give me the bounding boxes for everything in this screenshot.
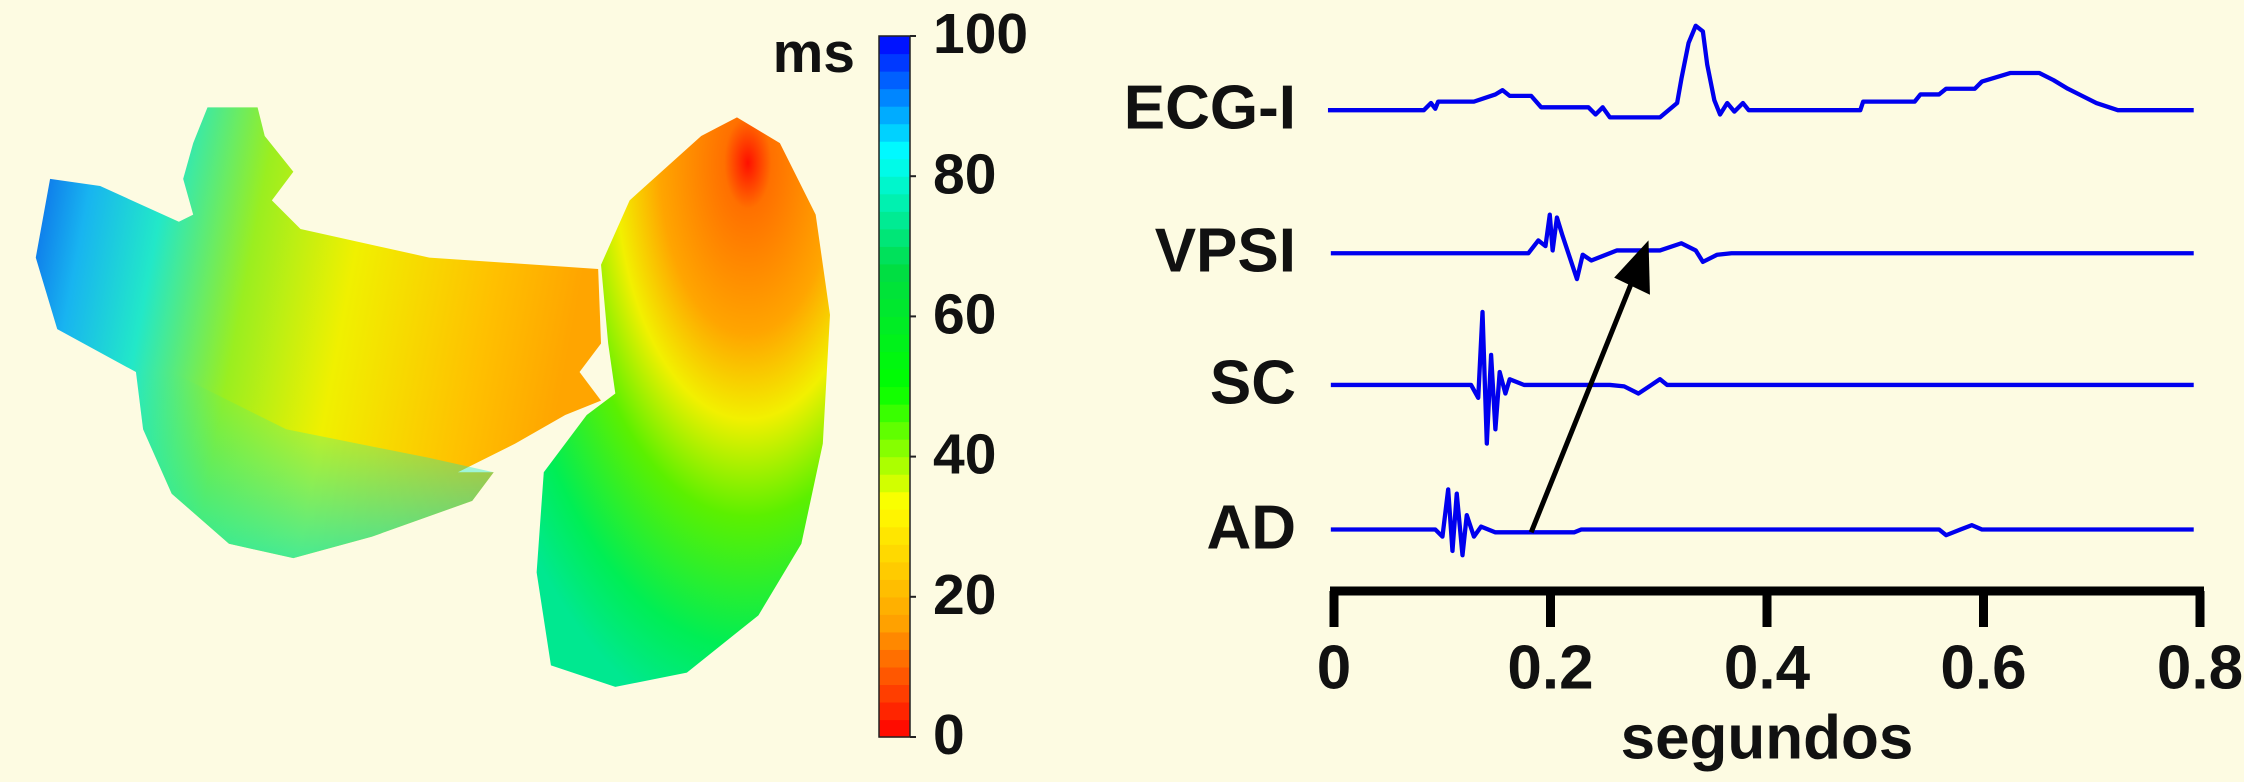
colorbar-band <box>879 158 910 177</box>
trace-label: SC <box>1210 348 1296 417</box>
arrow-shaft <box>1528 282 1634 534</box>
colorbar-band <box>879 141 910 160</box>
trace-ad <box>1330 487 2194 558</box>
colorbar-band <box>879 36 910 55</box>
colorbar-band <box>879 193 910 212</box>
activation-map <box>35 107 830 687</box>
colorbar-tick-label: 20 <box>933 563 996 627</box>
colorbar-band <box>879 351 910 370</box>
colorbar-band <box>879 404 910 423</box>
traces <box>1327 23 2194 558</box>
x-tick-label: 0 <box>1317 633 1351 702</box>
colorbar-band <box>879 228 910 247</box>
colorbar-band <box>879 649 910 668</box>
colorbar-band <box>879 526 910 545</box>
arrow-head <box>1614 240 1650 295</box>
colorbar-band <box>879 491 910 510</box>
colorbar-label: ms <box>773 21 855 85</box>
colorbar-band <box>879 298 910 317</box>
left-atrium-shade <box>135 372 494 559</box>
colorbar-tick-label: 40 <box>933 423 996 487</box>
trace-label: ECG-I <box>1124 73 1296 142</box>
colorbar-band <box>879 211 910 230</box>
colorbar-band <box>879 439 910 458</box>
colorbar-band <box>879 561 910 580</box>
colorbar-tick-label: 0 <box>933 703 965 767</box>
colorbar-band <box>879 368 910 388</box>
colorbar-band <box>879 614 910 633</box>
colorbar-band <box>879 719 910 738</box>
colorbar-band <box>879 316 910 335</box>
colorbar-band <box>879 666 910 686</box>
x-tick-label: 0.2 <box>1507 633 1593 702</box>
trace-vpsi <box>1330 212 2194 282</box>
colorbar-band <box>879 263 910 282</box>
colorbar-band <box>879 281 910 300</box>
colorbar-tick-label: 80 <box>933 142 996 206</box>
colorbar-tick-label: 100 <box>933 2 1028 66</box>
trace-label: AD <box>1206 493 1296 562</box>
colorbar-band <box>879 71 910 90</box>
x-tick-label: 0.8 <box>2157 633 2243 702</box>
colorbar-band <box>879 474 910 493</box>
colorbar-band <box>879 421 910 440</box>
colorbar-tick-label: 60 <box>933 282 996 346</box>
colorbar-band <box>879 106 910 125</box>
colorbar-band <box>879 176 910 195</box>
colorbar-band <box>879 509 910 528</box>
x-axis-label: segundos <box>1621 703 1914 772</box>
colorbar-band <box>879 544 910 563</box>
colorbar-band <box>879 123 910 142</box>
trace-label: VPSI <box>1155 216 1296 285</box>
colorbar-band <box>879 246 910 265</box>
colorbar-band <box>879 456 910 475</box>
colorbar-band <box>879 701 910 721</box>
colorbar-frame <box>878 35 911 738</box>
x-tick-label: 0.6 <box>1940 633 2026 702</box>
colorbar-band <box>879 579 910 598</box>
colorbar-band <box>879 386 910 405</box>
trace-ecg <box>1327 23 2194 120</box>
colorbar-band <box>879 53 910 72</box>
trace-sc <box>1330 309 2194 446</box>
colorbar-band <box>879 631 910 650</box>
colorbar-band <box>879 596 910 615</box>
x-tick-label: 0.4 <box>1724 633 1811 702</box>
colorbar-band <box>879 333 910 353</box>
colorbar-band <box>879 684 910 703</box>
right-atrium <box>536 117 830 687</box>
colorbar-band <box>879 88 910 107</box>
